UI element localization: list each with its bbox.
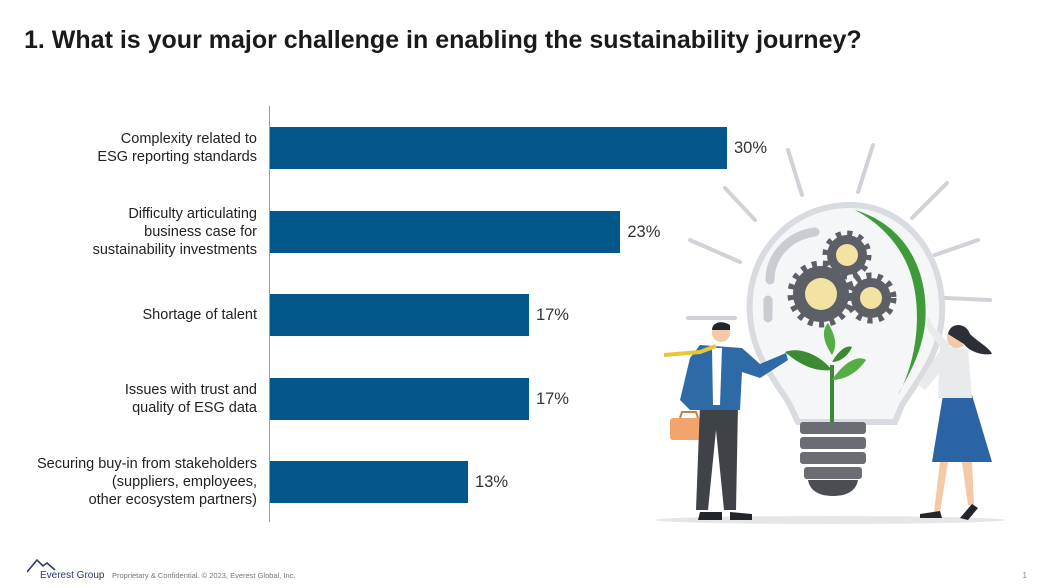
footer-brand: Everest Group — [40, 570, 105, 581]
data-label: 17% — [535, 389, 569, 408]
data-label: 13% — [475, 473, 509, 491]
bar — [270, 127, 727, 169]
data-label: 23% — [627, 222, 661, 241]
category-label: Difficulty articulating business case fo… — [92, 205, 257, 258]
page-title: 1. What is your major challenge in enabl… — [24, 26, 862, 54]
category-label: Complexity related to ESG reporting stan… — [97, 131, 257, 165]
category-label: Securing buy-in from stakeholders (suppl… — [36, 456, 257, 508]
lightbulb-illustration-icon — [655, 143, 1005, 524]
bar — [270, 377, 529, 420]
data-label: 17% — [535, 306, 569, 324]
bar — [270, 461, 469, 503]
page-number: 1 — [1022, 571, 1027, 580]
bar — [270, 210, 621, 253]
footer-legal-text: Proprietary & Confidential. © 2023, Ever… — [112, 571, 296, 580]
everest-logo-icon — [27, 558, 56, 573]
bar — [270, 294, 529, 336]
category-label: Shortage of talent — [142, 307, 257, 323]
y-axis-line — [269, 106, 270, 522]
data-label: 30% — [734, 139, 768, 157]
category-label: Issues with trust and quality of ESG dat… — [124, 381, 257, 416]
